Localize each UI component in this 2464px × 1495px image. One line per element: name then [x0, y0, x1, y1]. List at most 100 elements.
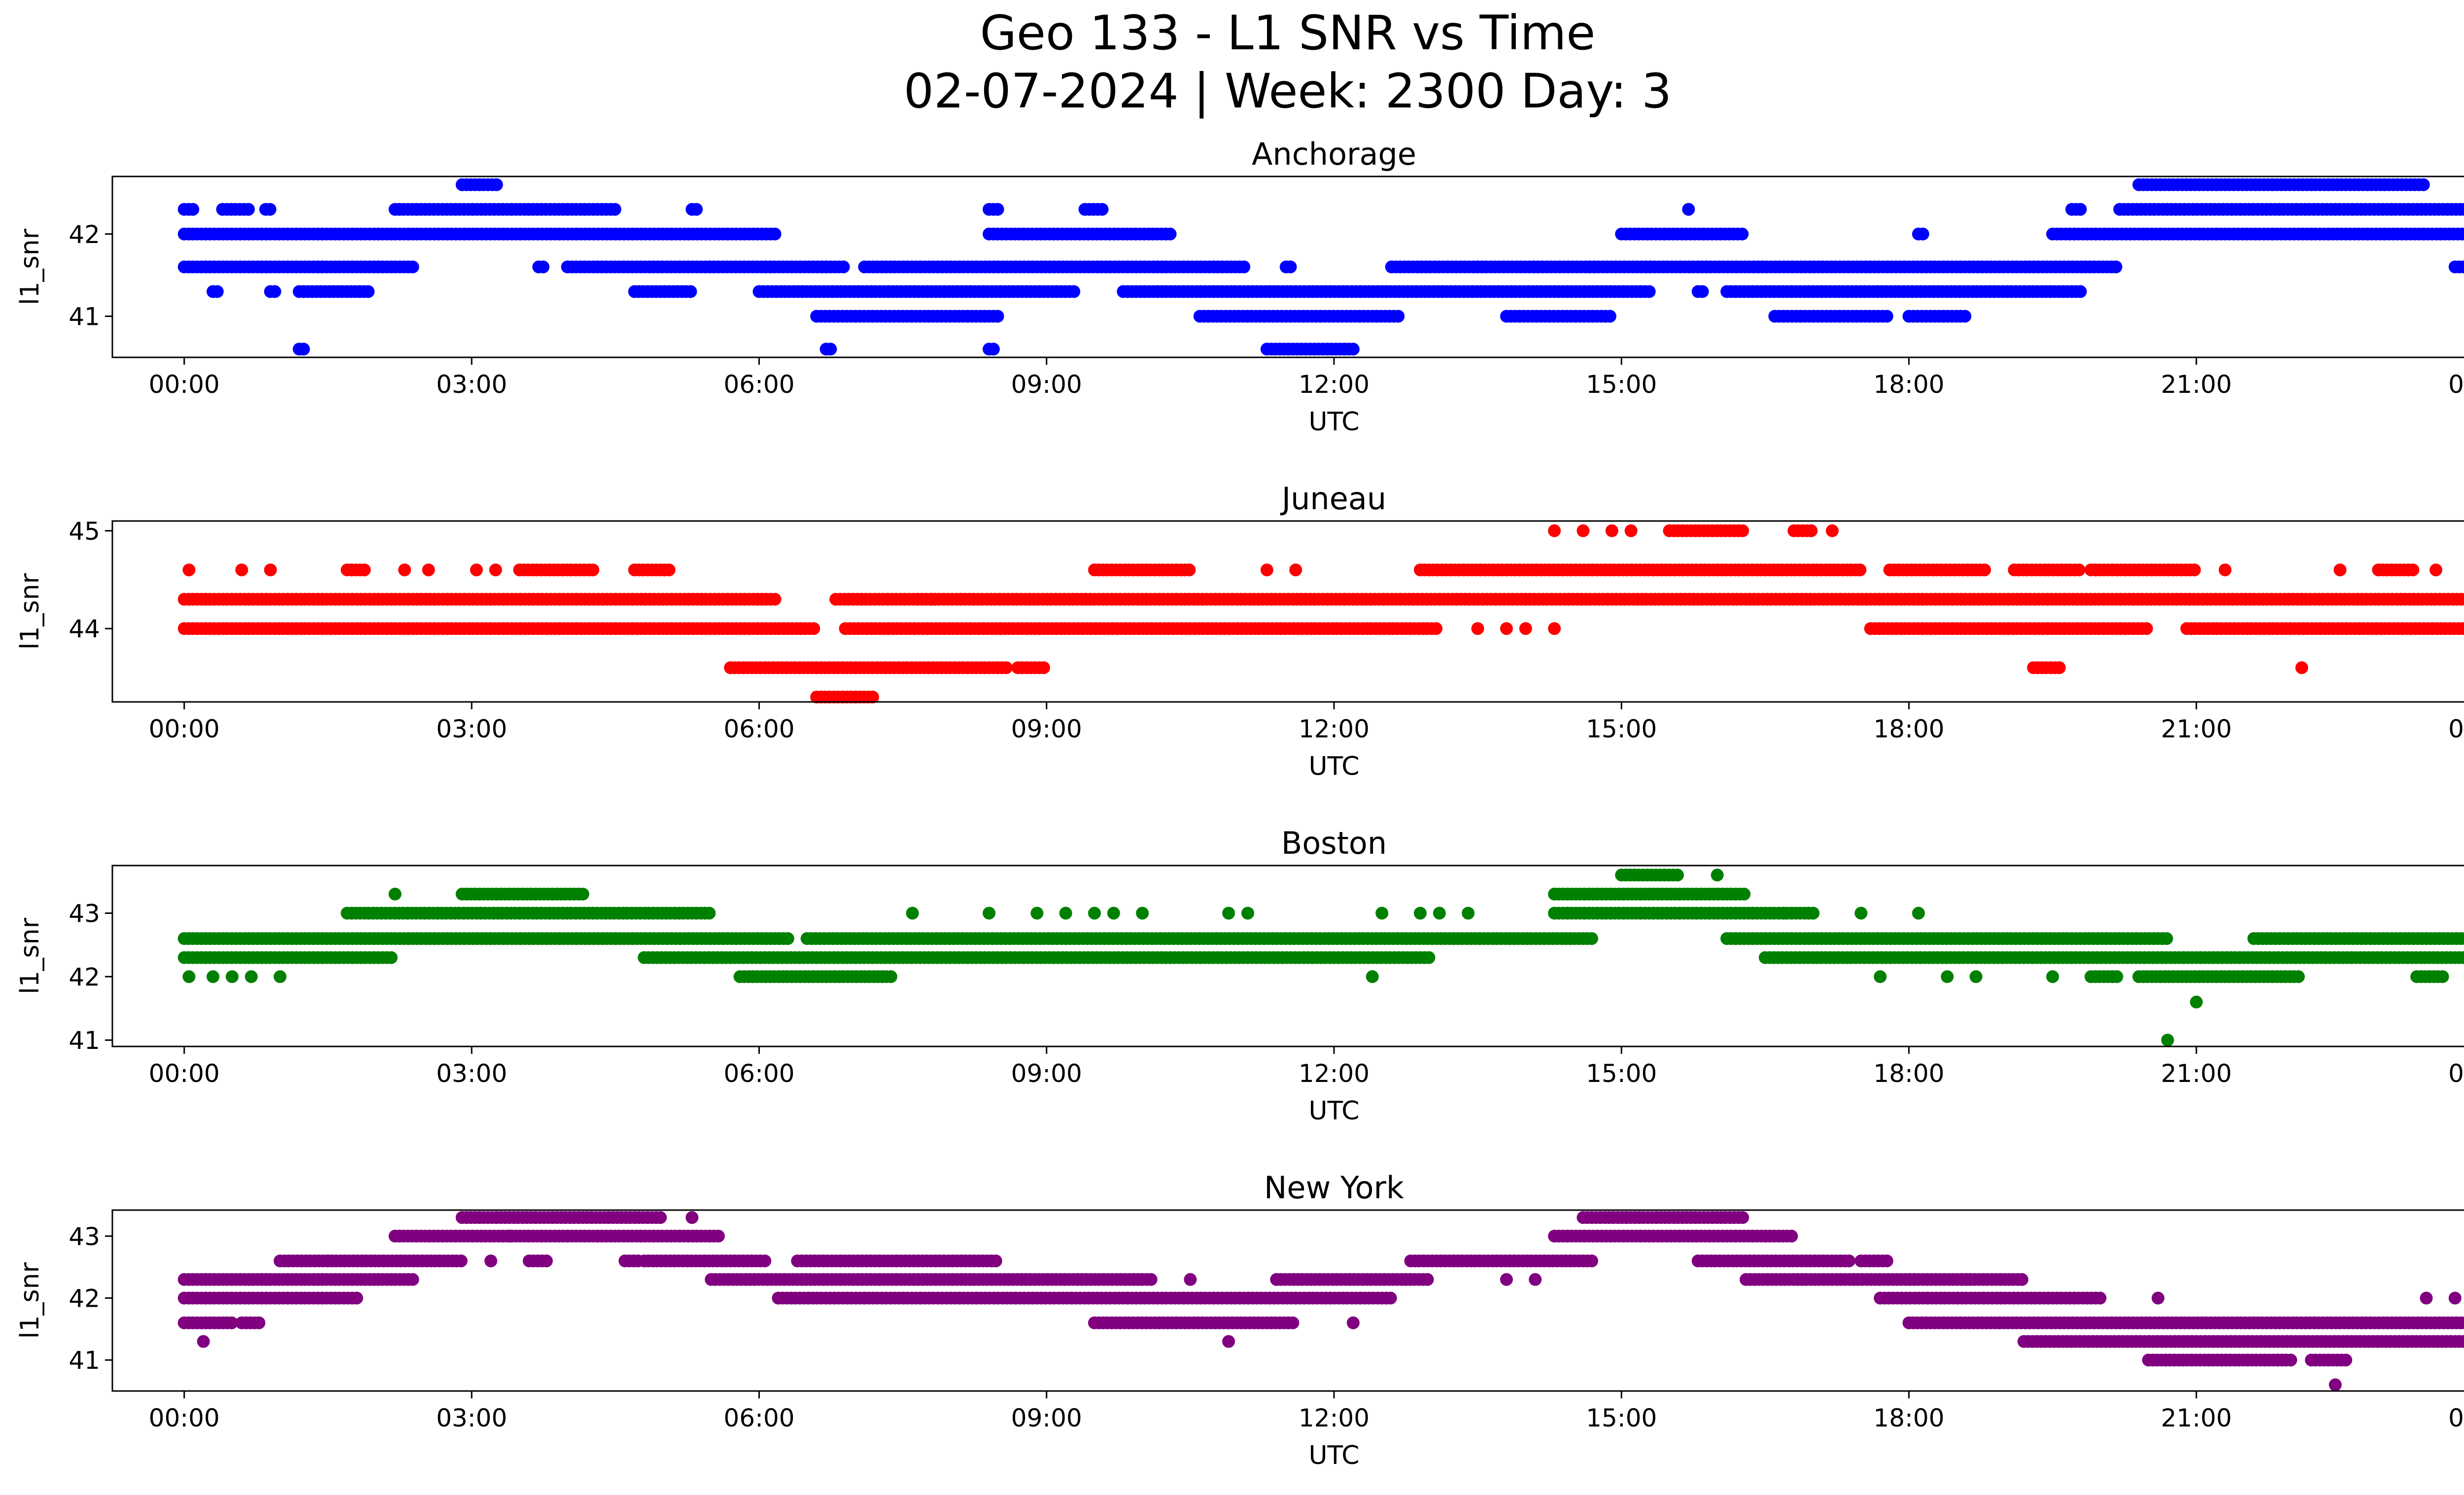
- data-point: [2406, 563, 2420, 577]
- data-point: [2292, 970, 2305, 983]
- data-point: [422, 563, 435, 577]
- x-tick-label: 15:00: [1586, 1059, 1657, 1088]
- x-tick-label: 06:00: [723, 715, 794, 743]
- data-point: [210, 285, 224, 298]
- data-point: [1183, 563, 1196, 577]
- data-point: [1711, 869, 1724, 882]
- data-point: [244, 970, 258, 983]
- x-tick-label: 18:00: [1874, 715, 1945, 743]
- data-point: [1604, 310, 1616, 323]
- y-tick-label: 41: [68, 1026, 100, 1055]
- data-point: [1585, 1254, 1598, 1268]
- data-point: [1605, 524, 1618, 537]
- x-tick-label: 12:00: [1299, 715, 1369, 743]
- x-tick-label: 00:00: [149, 1059, 220, 1088]
- data-point: [252, 1316, 266, 1329]
- data-point: [540, 1254, 553, 1268]
- data-point: [2462, 262, 2464, 272]
- data-point: [1807, 906, 1820, 920]
- data-point: [983, 906, 995, 920]
- x-tick-label: 00:00: [149, 715, 220, 743]
- data-point: [388, 887, 402, 901]
- data-point: [398, 563, 411, 577]
- data-point: [406, 260, 419, 274]
- data-point: [1067, 285, 1081, 298]
- data-point: [2093, 1291, 2107, 1305]
- data-point: [2109, 260, 2122, 274]
- data-point: [1222, 906, 1235, 920]
- data-point: [1958, 310, 1972, 323]
- data-point: [884, 970, 897, 983]
- data-point: [906, 906, 919, 920]
- data-point: [1843, 1254, 1856, 1268]
- data-point: [1136, 906, 1149, 920]
- data-point: [1643, 285, 1656, 298]
- x-tick-label: 03:00: [436, 715, 507, 743]
- y-tick-label: 41: [68, 303, 100, 331]
- data-point: [226, 970, 239, 983]
- data-point: [1576, 524, 1590, 537]
- y-axis-label: l1_snr: [15, 228, 45, 305]
- data-point: [703, 906, 716, 920]
- data-point: [1624, 524, 1638, 537]
- data-point: [1941, 970, 1954, 983]
- y-axis-label: l1_snr: [15, 917, 45, 994]
- data-point: [989, 1254, 1002, 1268]
- data-point: [1289, 563, 1302, 577]
- x-tick-label: 21:00: [2161, 715, 2232, 743]
- data-point: [758, 1254, 772, 1268]
- data-point: [2460, 228, 2464, 240]
- data-point: [824, 343, 837, 356]
- data-point: [1880, 310, 1893, 323]
- data-point: [2463, 205, 2464, 214]
- data-point: [1037, 661, 1050, 674]
- data-point: [264, 563, 277, 577]
- x-tick-label: 15:00: [1586, 370, 1657, 399]
- data-point: [242, 203, 255, 216]
- data-point: [690, 203, 703, 216]
- x-tick-label: 00:00: [2448, 370, 2464, 399]
- data-point: [1853, 563, 1867, 577]
- data-point: [1414, 906, 1427, 920]
- x-tick-label: 00:00: [2448, 1059, 2464, 1088]
- data-point: [1978, 563, 1991, 577]
- data-point: [1519, 622, 1532, 635]
- data-point: [1164, 227, 1177, 241]
- data-point: [586, 563, 600, 577]
- subplot-title: Juneau: [1280, 481, 1386, 517]
- x-tick-label: 06:00: [723, 1059, 794, 1088]
- data-point: [1284, 260, 1297, 274]
- data-point: [1671, 869, 1684, 882]
- data-point: [807, 622, 821, 635]
- data-point: [2074, 285, 2087, 298]
- x-tick-label: 03:00: [436, 1059, 507, 1088]
- data-point: [768, 592, 782, 606]
- data-points: [177, 178, 2464, 356]
- x-tick-label: 18:00: [1874, 1059, 1945, 1088]
- data-point: [1095, 203, 1109, 216]
- x-tick-label: 21:00: [2161, 370, 2232, 399]
- data-point: [1000, 661, 1013, 674]
- data-point: [1144, 1273, 1158, 1286]
- data-point: [1912, 906, 1925, 920]
- data-point: [608, 203, 621, 216]
- data-point: [1375, 906, 1389, 920]
- data-point: [925, 592, 938, 606]
- data-point: [576, 887, 589, 901]
- figure-title-line1: Geo 133 - L1 SNR vs Time: [980, 5, 1596, 61]
- data-point: [684, 285, 697, 298]
- data-point: [2436, 970, 2449, 983]
- y-tick-label: 44: [68, 615, 100, 643]
- subplot-title: New York: [1264, 1170, 1404, 1206]
- data-point: [274, 970, 287, 983]
- data-point: [384, 951, 398, 964]
- x-tick-label: 03:00: [436, 370, 507, 399]
- data-point: [2046, 970, 2059, 983]
- figure-title-line2: 02-07-2024 | Week: 2300 Day: 3: [904, 64, 1672, 119]
- data-point: [2016, 1273, 2028, 1286]
- data-point: [1880, 1254, 1893, 1268]
